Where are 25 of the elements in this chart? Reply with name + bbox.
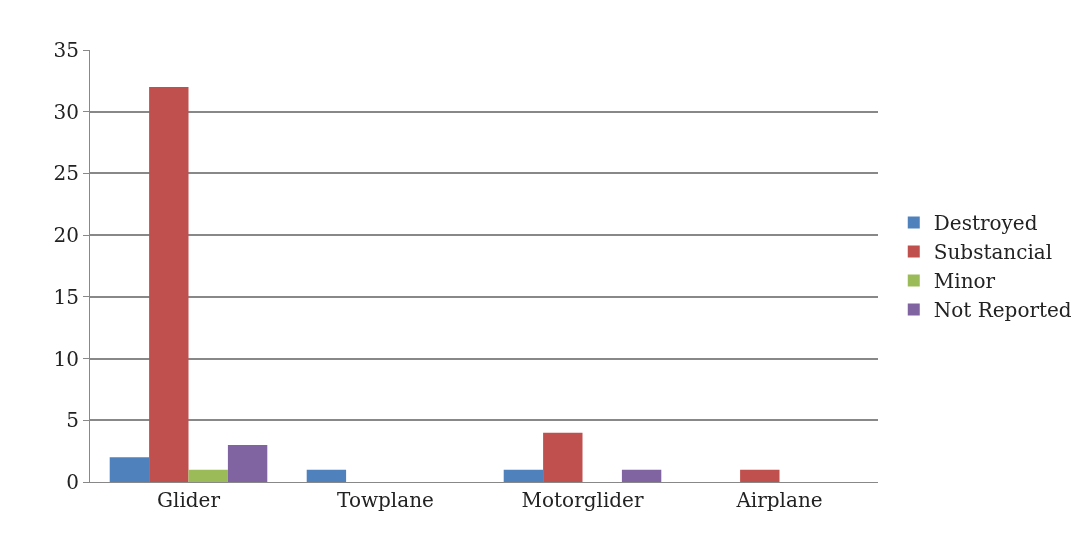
y-tick-label: 5 — [66, 408, 79, 433]
y-tick-label: 25 — [53, 161, 79, 186]
legend-label: Not Reported — [933, 298, 1072, 323]
x-tick-label: Airplane — [735, 488, 823, 512]
y-tick-label: 10 — [53, 346, 79, 371]
legend-label: Destroyed — [933, 211, 1038, 236]
x-tick-label: Glider — [157, 488, 221, 512]
y-tick-label: 0 — [66, 470, 79, 494]
bar — [227, 444, 268, 482]
bar — [543, 432, 583, 482]
legend-label: Substancial — [933, 240, 1053, 265]
legend-label: Minor — [933, 269, 996, 294]
bar — [621, 469, 662, 482]
bar — [109, 457, 150, 482]
y-tick-label: 35 — [53, 38, 79, 62]
y-tick-label: 20 — [53, 223, 79, 248]
bar — [306, 469, 347, 482]
bar — [503, 469, 544, 482]
bar — [740, 469, 780, 482]
bar — [188, 469, 228, 482]
x-tick-label: Towplane — [337, 488, 434, 512]
y-tick-label: 15 — [53, 284, 79, 309]
y-tick-label: 30 — [53, 99, 79, 124]
x-tick-label: Motorglider — [521, 488, 644, 512]
bar — [149, 87, 189, 482]
